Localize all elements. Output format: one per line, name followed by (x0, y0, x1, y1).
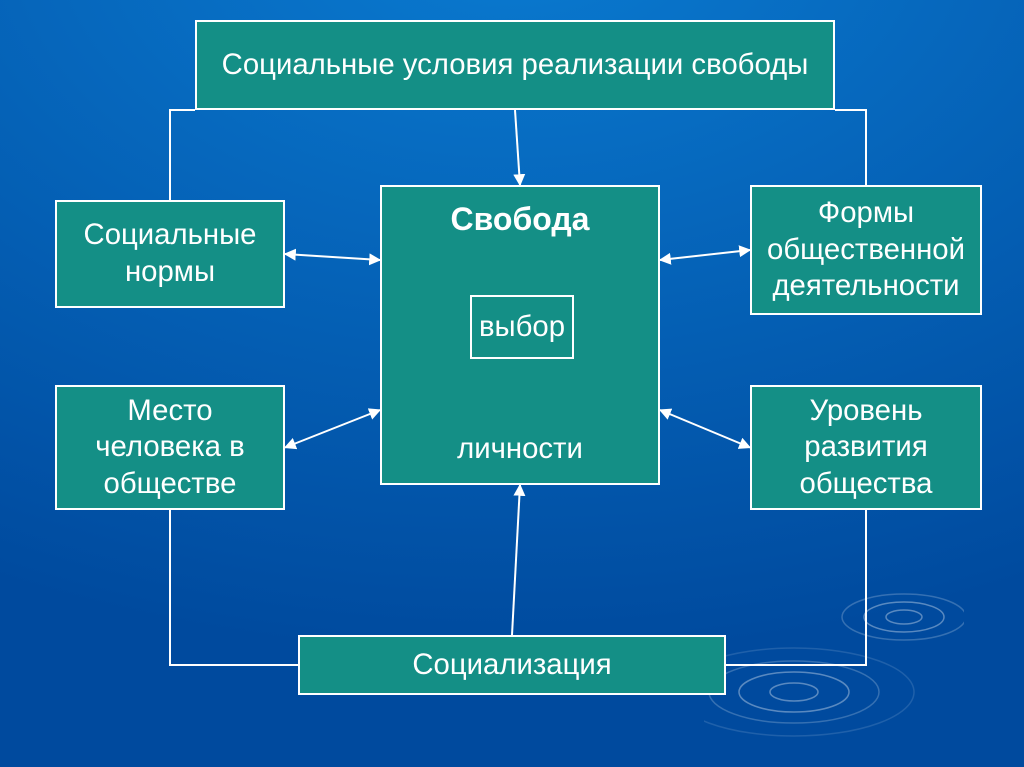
node-right-lower-society-development: Уровень развития общества (750, 385, 982, 510)
node-bottom-socialization: Социализация (298, 635, 726, 695)
node-left-upper-label: Социальные нормы (57, 213, 283, 294)
node-top-social-conditions: Социальные условия реализации свободы (195, 20, 835, 110)
node-top-label: Социальные условия реализации свободы (216, 43, 815, 88)
center-bottom-word: личности (382, 432, 658, 466)
center-title: Свобода (382, 201, 658, 238)
center-node-freedom-of-personality: Свобода выбор личности (380, 185, 660, 485)
center-choice-label: выбор (479, 310, 565, 344)
node-left-upper-social-norms: Социальные нормы (55, 200, 285, 308)
node-right-upper-public-activity-forms: Формы общественной деятельности (750, 185, 982, 315)
node-bottom-label: Социализация (406, 643, 617, 688)
node-right-upper-label: Формы общественной деятельности (752, 191, 980, 309)
node-right-lower-label: Уровень развития общества (752, 389, 980, 507)
node-left-lower-label: Место человека в обществе (57, 389, 283, 507)
node-left-lower-place-in-society: Место человека в обществе (55, 385, 285, 510)
center-choice-box: выбор (470, 295, 574, 359)
